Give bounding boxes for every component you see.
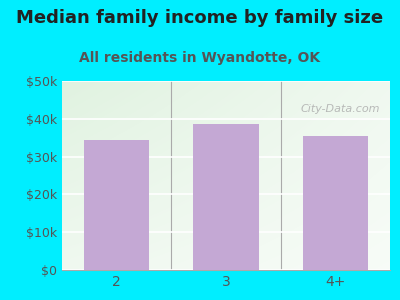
Text: Median family income by family size: Median family income by family size: [16, 9, 384, 27]
Bar: [84, 140, 150, 270]
Text: City-Data.com: City-Data.com: [301, 104, 380, 114]
Bar: [193, 124, 259, 270]
Text: All residents in Wyandotte, OK: All residents in Wyandotte, OK: [80, 51, 320, 65]
Bar: [302, 136, 368, 270]
